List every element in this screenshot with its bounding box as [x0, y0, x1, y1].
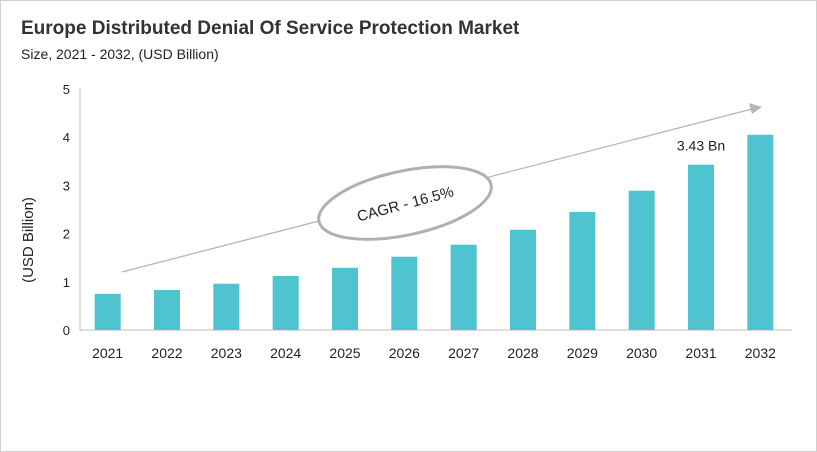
chart-subtitle: Size, 2021 - 2032, (USD Billion) [21, 46, 219, 62]
x-tick-label: 2023 [211, 345, 242, 361]
x-tick-label: 2030 [626, 345, 657, 361]
trend-arrow-head [749, 103, 762, 114]
y-axis-label: (USD Billion) [20, 197, 37, 283]
y-tick-label: 5 [63, 82, 70, 97]
bar-2026 [391, 256, 418, 330]
bar-2028 [510, 229, 536, 330]
x-tick-label: 2028 [507, 345, 538, 361]
bar-2029 [569, 211, 596, 330]
x-tick-label: 2021 [92, 345, 123, 361]
value-label-2031: 3.43 Bn [677, 138, 725, 154]
y-tick-label: 2 [63, 227, 70, 242]
cagr-ellipse [317, 165, 493, 241]
y-tick-label: 3 [63, 178, 70, 193]
bar-2022 [154, 289, 180, 330]
x-tick-label: 2029 [567, 345, 598, 361]
bar-2027 [450, 244, 477, 330]
x-tick-label: 2025 [329, 345, 360, 361]
chart-title: Europe Distributed Denial Of Service Pro… [21, 18, 520, 39]
y-tick-label: 0 [63, 323, 70, 338]
x-tick-label: 2022 [151, 345, 182, 361]
bar-2024 [272, 276, 299, 330]
bar-2023 [213, 283, 240, 330]
bar-2021 [94, 293, 121, 330]
bar-2032 [747, 134, 774, 330]
bar-2030 [628, 190, 655, 330]
y-tick-label: 1 [63, 275, 70, 290]
bar-2025 [332, 267, 358, 330]
bar-2031 [688, 164, 714, 330]
x-tick-label: 2026 [389, 345, 420, 361]
y-tick-label: 4 [63, 130, 70, 145]
x-tick-label: 2031 [685, 345, 716, 361]
x-tick-label: 2032 [745, 345, 776, 361]
x-tick-label: 2027 [448, 345, 479, 361]
x-tick-label: 2024 [270, 345, 301, 361]
